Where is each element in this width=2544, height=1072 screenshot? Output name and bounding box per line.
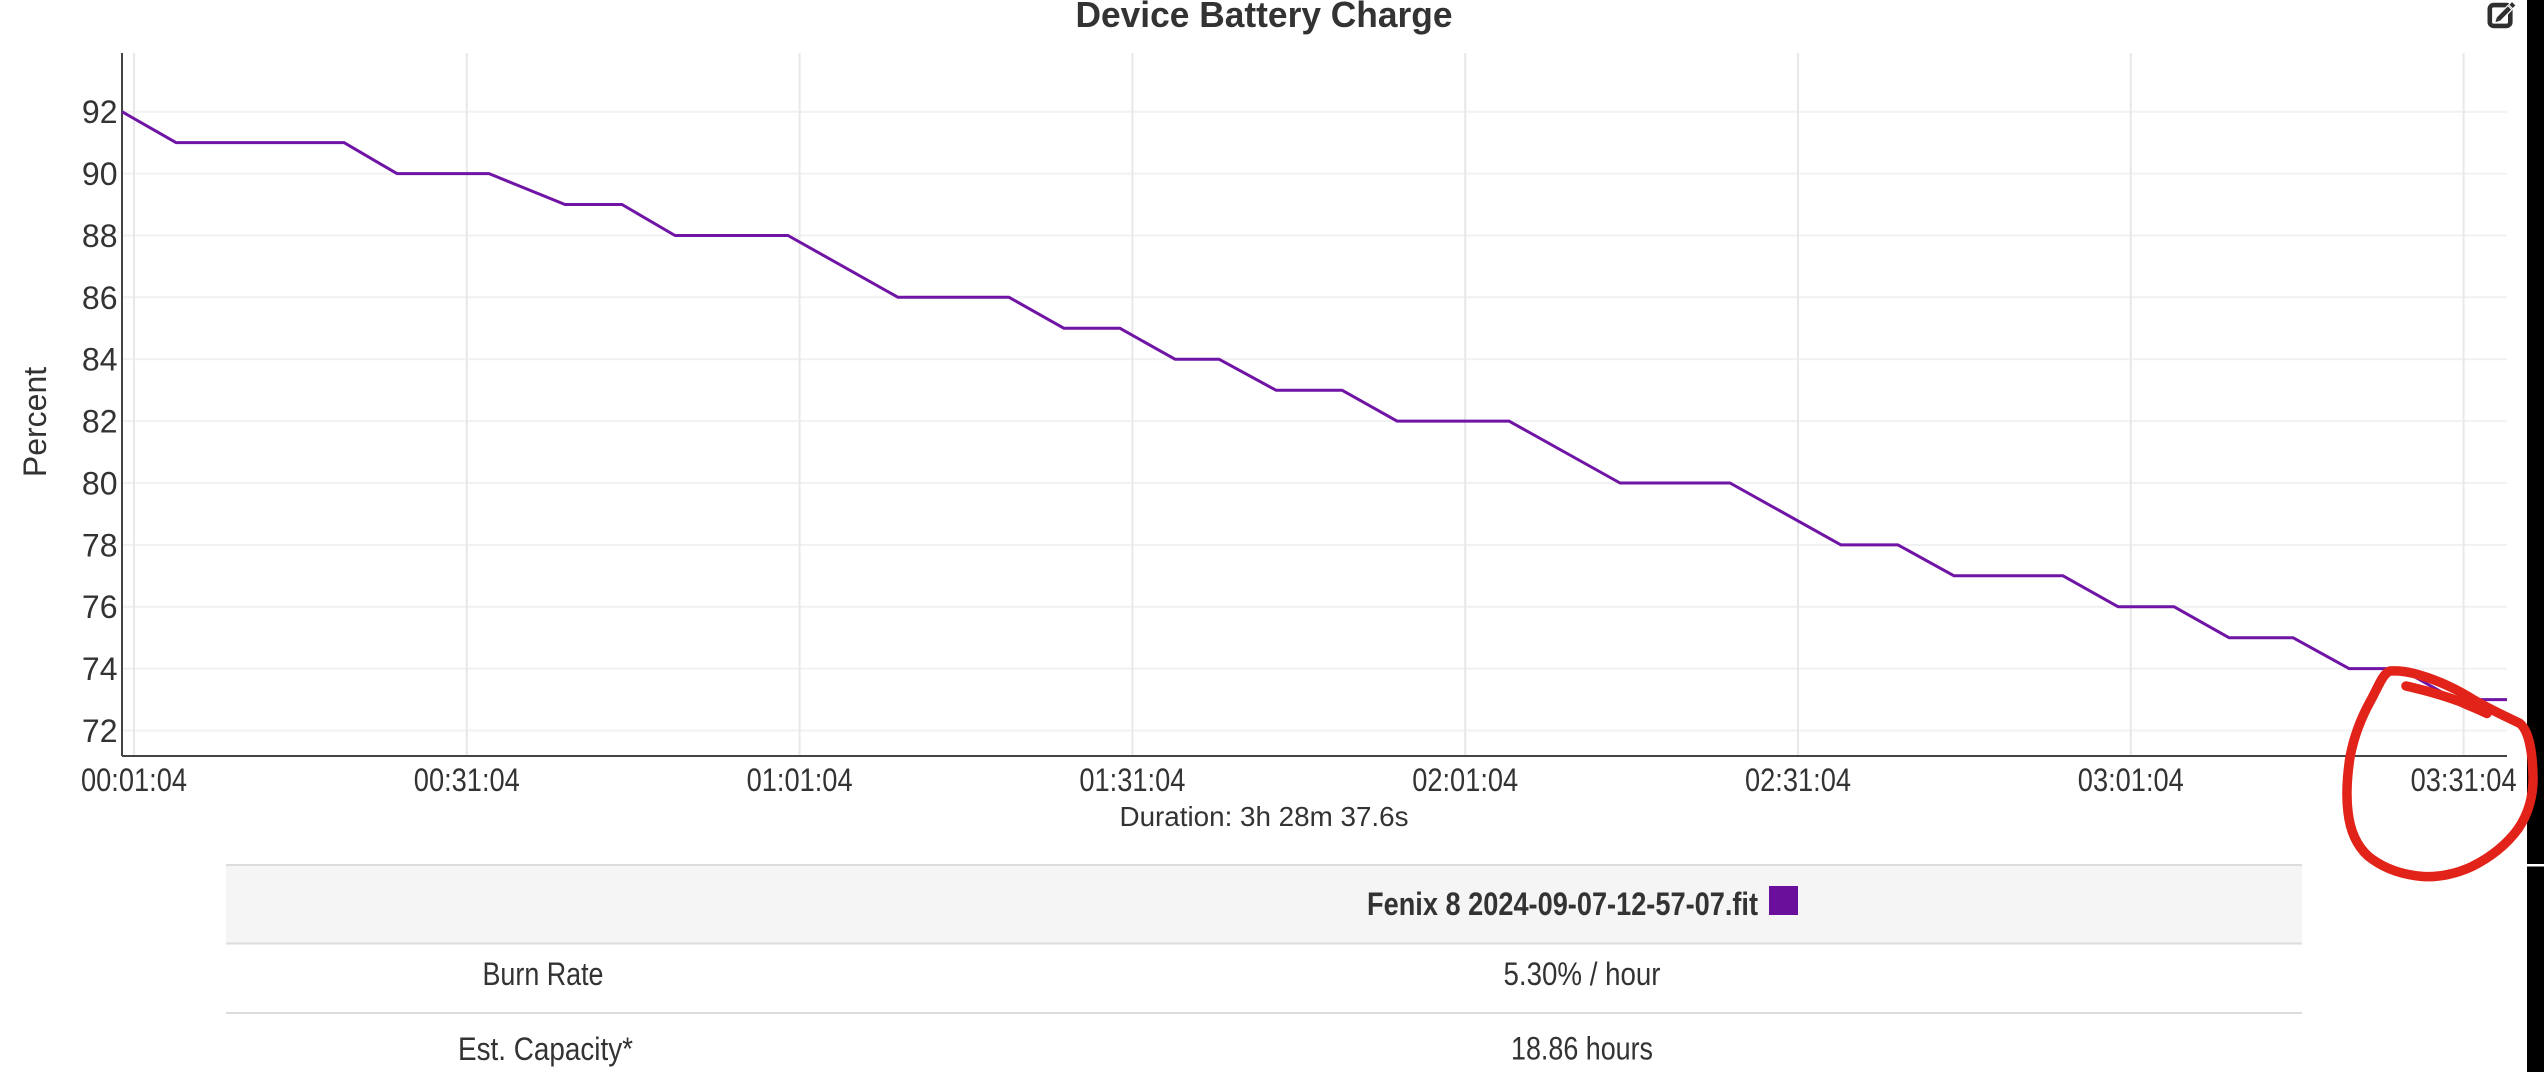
svg-text:Burn Rate: Burn Rate (483, 956, 604, 992)
svg-text:00:01:04: 00:01:04 (81, 762, 187, 798)
svg-text:82: 82 (82, 404, 118, 440)
svg-text:86: 86 (82, 280, 118, 316)
svg-text:Device Battery Charge: Device Battery Charge (1076, 0, 1453, 35)
svg-text:78: 78 (82, 527, 118, 563)
svg-text:90: 90 (82, 156, 118, 192)
svg-text:76: 76 (82, 589, 118, 625)
svg-text:02:01:04: 02:01:04 (1412, 762, 1518, 798)
svg-text:92: 92 (82, 94, 118, 130)
svg-text:18.86 hours: 18.86 hours (1511, 1031, 1653, 1067)
svg-text:Percent: Percent (17, 367, 53, 477)
svg-text:5.30% / hour: 5.30% / hour (1504, 956, 1661, 992)
svg-text:Fenix 8 2024-09-07-12-57-07.fi: Fenix 8 2024-09-07-12-57-07.fit (1367, 886, 1758, 922)
svg-text:88: 88 (82, 218, 118, 254)
svg-text:02:31:04: 02:31:04 (1745, 762, 1851, 798)
svg-text:00:31:04: 00:31:04 (414, 762, 520, 798)
svg-text:74: 74 (82, 651, 118, 687)
svg-text:01:01:04: 01:01:04 (747, 762, 853, 798)
svg-text:72: 72 (82, 713, 118, 749)
svg-text:01:31:04: 01:31:04 (1079, 762, 1185, 798)
svg-text:Est. Capacity*: Est. Capacity* (458, 1031, 633, 1067)
svg-text:80: 80 (82, 466, 118, 502)
svg-text:03:01:04: 03:01:04 (2078, 762, 2184, 798)
svg-text:Duration: 3h 28m 37.6s: Duration: 3h 28m 37.6s (1120, 801, 1409, 832)
svg-text:84: 84 (82, 342, 118, 378)
svg-text:03:31:04: 03:31:04 (2411, 762, 2517, 798)
